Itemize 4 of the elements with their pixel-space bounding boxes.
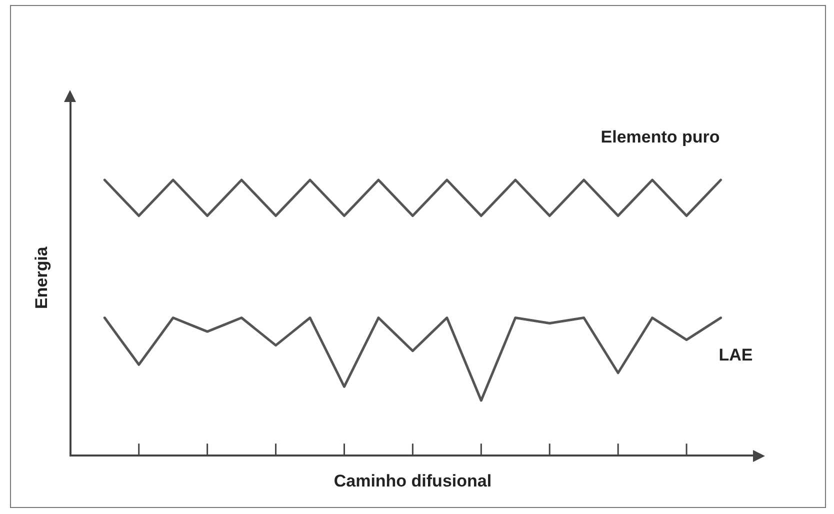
- series-label: LAE: [718, 345, 753, 364]
- series-label: Elemento puro: [600, 128, 720, 147]
- y-axis-title: Energia: [32, 246, 51, 309]
- x-axis-title: Caminho difusional: [334, 471, 492, 490]
